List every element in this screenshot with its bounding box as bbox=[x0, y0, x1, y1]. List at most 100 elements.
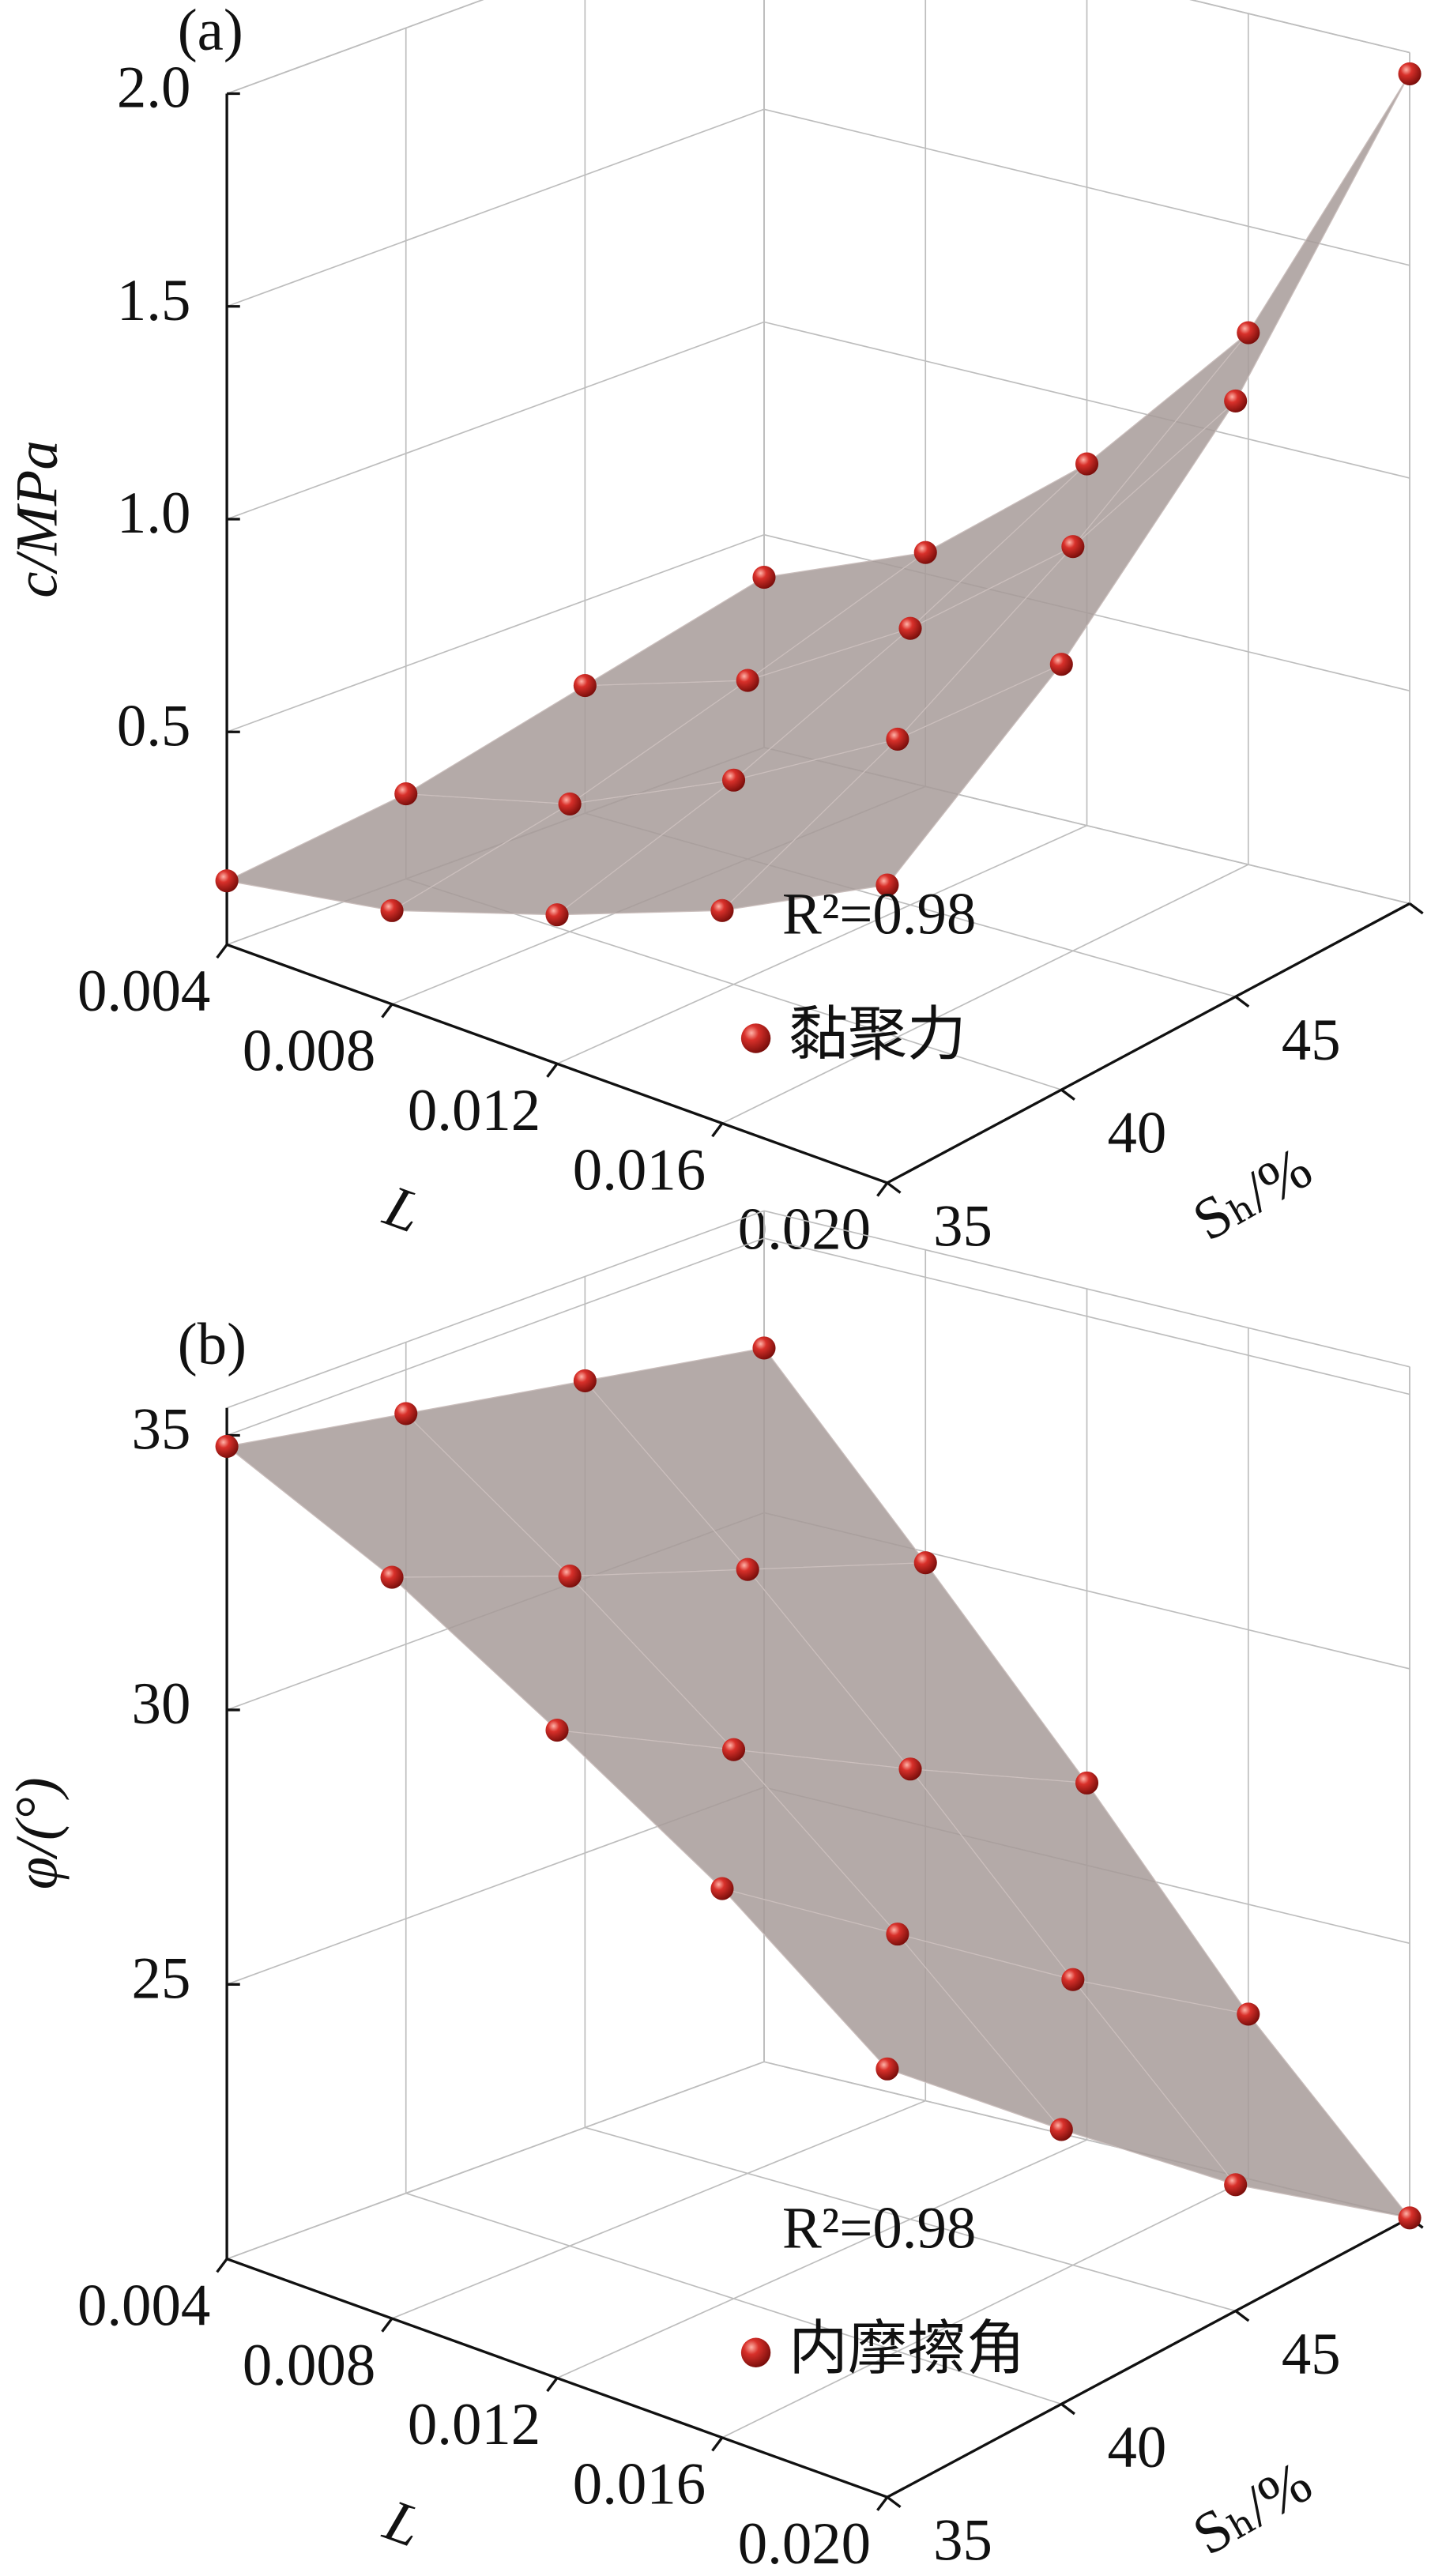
y-axis bbox=[887, 2216, 1410, 2499]
panel-label: (a) bbox=[178, 0, 243, 63]
grid-line bbox=[226, 1237, 765, 1437]
data-point bbox=[394, 1402, 418, 1425]
grid-line bbox=[226, 533, 765, 733]
x-tick bbox=[711, 1122, 724, 1138]
grid-line bbox=[721, 864, 1249, 1124]
y-axis-label: Sₕ/% bbox=[1182, 2449, 1323, 2567]
z-tick-label: 2.0 bbox=[117, 55, 191, 121]
box-edge bbox=[226, 1210, 765, 1409]
annotation: R²=0.98 bbox=[782, 2196, 977, 2262]
grid-line bbox=[1189, 0, 1410, 54]
data-point bbox=[1049, 653, 1073, 676]
y-tick-label: 40 bbox=[1108, 1101, 1167, 1166]
data-point bbox=[380, 898, 404, 922]
x-tick-label: 0.020 bbox=[738, 1197, 871, 1263]
x-tick-label: 0.012 bbox=[408, 2392, 540, 2457]
x-tick bbox=[216, 2258, 228, 2273]
x-tick bbox=[546, 1063, 559, 1078]
grid-line bbox=[556, 2139, 1087, 2379]
x-axis-label: L bbox=[375, 2487, 429, 2560]
y-tick bbox=[886, 1181, 902, 1194]
y-tick bbox=[886, 2495, 902, 2509]
grid-line bbox=[405, 2192, 1062, 2405]
panel: 0.5 1.0 1.5 2.0 0.004 0.008 0.012 0.016 0.020 35 4… bbox=[4, 0, 1424, 1263]
data-point bbox=[1398, 2206, 1422, 2230]
data-point bbox=[876, 2057, 899, 2081]
x-tick-label: 0.008 bbox=[243, 1019, 375, 1084]
x-tick-label: 0.012 bbox=[408, 1078, 540, 1143]
z-tick-label: 30 bbox=[132, 1671, 191, 1737]
x-tick bbox=[546, 2377, 559, 2393]
y-tick-label: 40 bbox=[1108, 2415, 1167, 2480]
y-tick bbox=[1060, 1088, 1075, 1101]
x-tick-label: 0.016 bbox=[573, 1137, 706, 1203]
x-axis-label: L bbox=[375, 1173, 429, 1246]
data-point bbox=[1224, 389, 1248, 412]
data-point bbox=[573, 674, 597, 698]
data-point bbox=[898, 616, 922, 640]
x-tick-label: 0.016 bbox=[573, 2452, 706, 2518]
data-point bbox=[710, 898, 734, 922]
grid-line bbox=[391, 2100, 926, 2319]
z-axis-label: φ/(°) bbox=[4, 1777, 70, 1889]
grid-line bbox=[226, 2061, 765, 2260]
grid-line bbox=[556, 824, 1087, 1064]
data-point bbox=[1398, 62, 1422, 86]
x-tick-label: 0.020 bbox=[738, 2511, 871, 2576]
legend-label: 内摩擦角 bbox=[789, 2314, 1025, 2383]
grid-line bbox=[585, 2126, 1236, 2312]
data-point bbox=[736, 668, 759, 692]
z-tick-label: 35 bbox=[132, 1397, 191, 1463]
grid-line bbox=[226, 321, 765, 520]
data-point bbox=[573, 1369, 597, 1393]
x-tick bbox=[381, 2318, 394, 2333]
x-tick-label: 0.008 bbox=[243, 2333, 375, 2398]
data-point bbox=[215, 1434, 239, 1458]
data-point bbox=[558, 792, 582, 816]
data-point bbox=[1224, 2173, 1248, 2197]
data-point bbox=[1237, 321, 1260, 345]
data-point bbox=[721, 768, 746, 792]
x-tick bbox=[216, 943, 228, 959]
z-tick-label: 1.0 bbox=[117, 480, 191, 546]
legend-label: 黏聚力 bbox=[789, 1000, 966, 1068]
data-point bbox=[752, 1336, 776, 1360]
data-point bbox=[913, 540, 937, 564]
legend-marker bbox=[740, 2337, 771, 2367]
data-point bbox=[1075, 452, 1099, 476]
y-tick-label: 35 bbox=[933, 1193, 992, 1259]
y-tick bbox=[1409, 902, 1424, 915]
x-tick-label: 0.004 bbox=[77, 958, 210, 1024]
grid-line bbox=[226, 108, 765, 307]
z-axis-label: c/MPa bbox=[4, 440, 70, 597]
y-tick-label: 45 bbox=[1282, 2322, 1341, 2387]
x-tick bbox=[711, 2436, 724, 2452]
x-tick bbox=[876, 1181, 889, 1197]
data-point bbox=[1061, 1968, 1085, 1991]
z-tick-label: 1.5 bbox=[117, 268, 191, 333]
data-point bbox=[1061, 535, 1085, 559]
data-point bbox=[545, 1719, 569, 1742]
data-point bbox=[898, 1757, 922, 1781]
data-point bbox=[710, 1877, 734, 1900]
y-tick bbox=[1234, 995, 1250, 1008]
data-point bbox=[1075, 1771, 1099, 1795]
panel: 2530350.0040.0080.0120.0160.02035404550(… bbox=[4, 1210, 1424, 2576]
data-point bbox=[721, 1738, 746, 1761]
grid-line bbox=[226, 0, 484, 95]
x-tick bbox=[381, 1003, 394, 1019]
data-point bbox=[545, 903, 569, 927]
y-axis-label: Sₕ/% bbox=[1182, 1135, 1323, 1253]
z-tick-label: 0.5 bbox=[117, 693, 191, 759]
data-point bbox=[752, 566, 776, 589]
data-point bbox=[886, 727, 909, 751]
data-point bbox=[1049, 2118, 1073, 2141]
z-tick-label: 25 bbox=[132, 1946, 191, 2012]
data-point bbox=[876, 873, 899, 897]
data-point bbox=[558, 1565, 582, 1588]
data-point bbox=[380, 1565, 404, 1589]
panel-label: (b) bbox=[178, 1312, 247, 1377]
box-edge bbox=[226, 0, 484, 95]
y-axis bbox=[887, 902, 1410, 1184]
